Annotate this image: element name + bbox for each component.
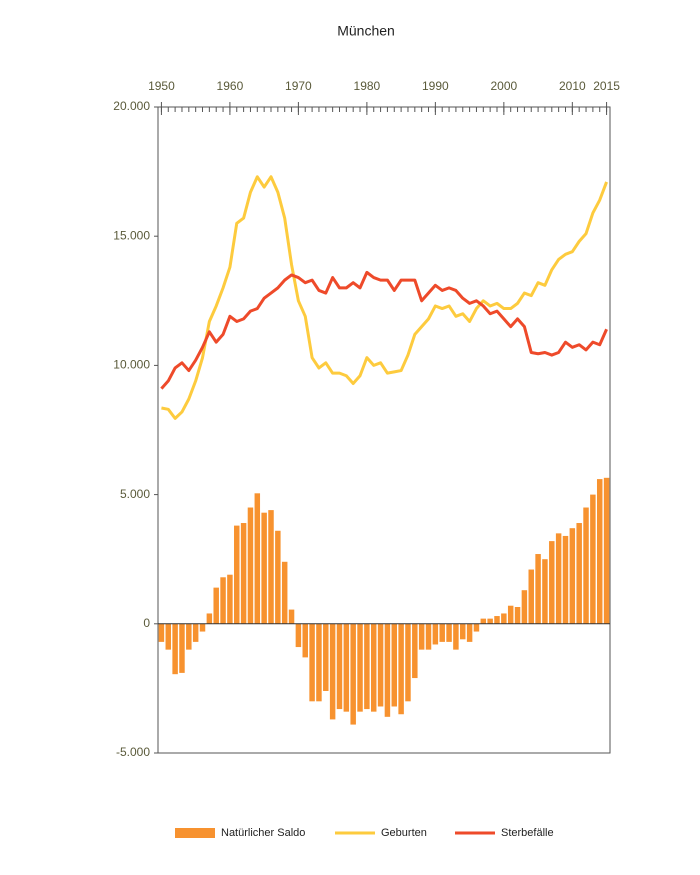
bar [261, 512, 267, 624]
bar [323, 623, 329, 691]
bar [535, 554, 541, 624]
bar [343, 623, 350, 712]
bar [234, 525, 240, 624]
bar [569, 528, 576, 624]
bar [384, 623, 391, 717]
y-tick-label: 20.000 [113, 99, 150, 113]
x-tick-label: 2000 [490, 79, 517, 93]
bar [418, 623, 425, 650]
bar [603, 477, 610, 624]
bar [549, 541, 555, 624]
bar [275, 530, 281, 624]
bar [220, 577, 226, 624]
bar [302, 623, 308, 658]
bar [583, 507, 589, 624]
bar [542, 559, 548, 624]
bar [288, 609, 295, 624]
x-tick-label: 1970 [285, 79, 312, 93]
chart-title: München [337, 23, 395, 39]
bar [240, 523, 247, 624]
bar [281, 561, 288, 624]
bar [247, 507, 254, 624]
bar [329, 623, 336, 720]
x-tick-label: 1990 [422, 79, 449, 93]
bar [370, 623, 377, 712]
y-tick-label: 10.000 [113, 358, 150, 372]
bar [213, 587, 219, 624]
bar [494, 616, 500, 624]
bar [473, 623, 480, 632]
bar [309, 623, 315, 702]
bar [172, 623, 178, 675]
legend-swatch [175, 828, 215, 838]
bar [179, 623, 185, 673]
bar [487, 618, 493, 624]
bar [432, 623, 439, 645]
x-tick-label: 1950 [148, 79, 175, 93]
bar [186, 623, 192, 650]
bar [596, 479, 603, 624]
bar [357, 623, 363, 712]
bar [254, 493, 261, 624]
bar [453, 623, 459, 650]
bar [528, 569, 534, 624]
plot-frame [157, 106, 611, 754]
bar [405, 623, 411, 702]
bar [364, 623, 370, 710]
line [161, 175, 608, 420]
bar [501, 613, 507, 624]
bar [227, 574, 233, 624]
bar [350, 623, 356, 725]
y-tick-label: 5.000 [120, 487, 150, 501]
bar [480, 618, 487, 624]
bar [377, 623, 384, 707]
bar [158, 623, 165, 642]
line [160, 270, 608, 390]
bar [316, 623, 322, 702]
bar [336, 623, 343, 710]
x-tick-label: 1980 [354, 79, 381, 93]
x-tick-label: 2015 [593, 79, 620, 93]
y-tick-label: 15.000 [113, 228, 150, 242]
bar [514, 607, 521, 624]
bar [521, 590, 528, 624]
x-tick-label: 1960 [217, 79, 244, 93]
bar [460, 623, 466, 640]
bar [439, 623, 445, 642]
legend-label: Sterbefälle [501, 827, 554, 839]
bar [555, 533, 562, 624]
bar [446, 623, 452, 642]
bar [268, 510, 274, 624]
bar [507, 605, 514, 624]
x-tick-label: 2010 [559, 79, 586, 93]
bar [412, 623, 418, 679]
bar [199, 623, 206, 632]
bar [398, 623, 404, 715]
legend-label: Natürlicher Saldo [221, 827, 305, 839]
y-tick-label: -5.000 [116, 745, 150, 759]
bar [425, 623, 432, 650]
bar [391, 623, 398, 707]
bar [192, 623, 199, 642]
bar [562, 535, 569, 624]
legend-label: Geburten [381, 827, 427, 839]
bar [466, 623, 473, 642]
bar [206, 613, 213, 624]
bar [576, 523, 582, 624]
bar [590, 494, 596, 624]
y-tick-label: 0 [143, 616, 150, 630]
bar [165, 623, 172, 650]
bar [295, 623, 302, 648]
